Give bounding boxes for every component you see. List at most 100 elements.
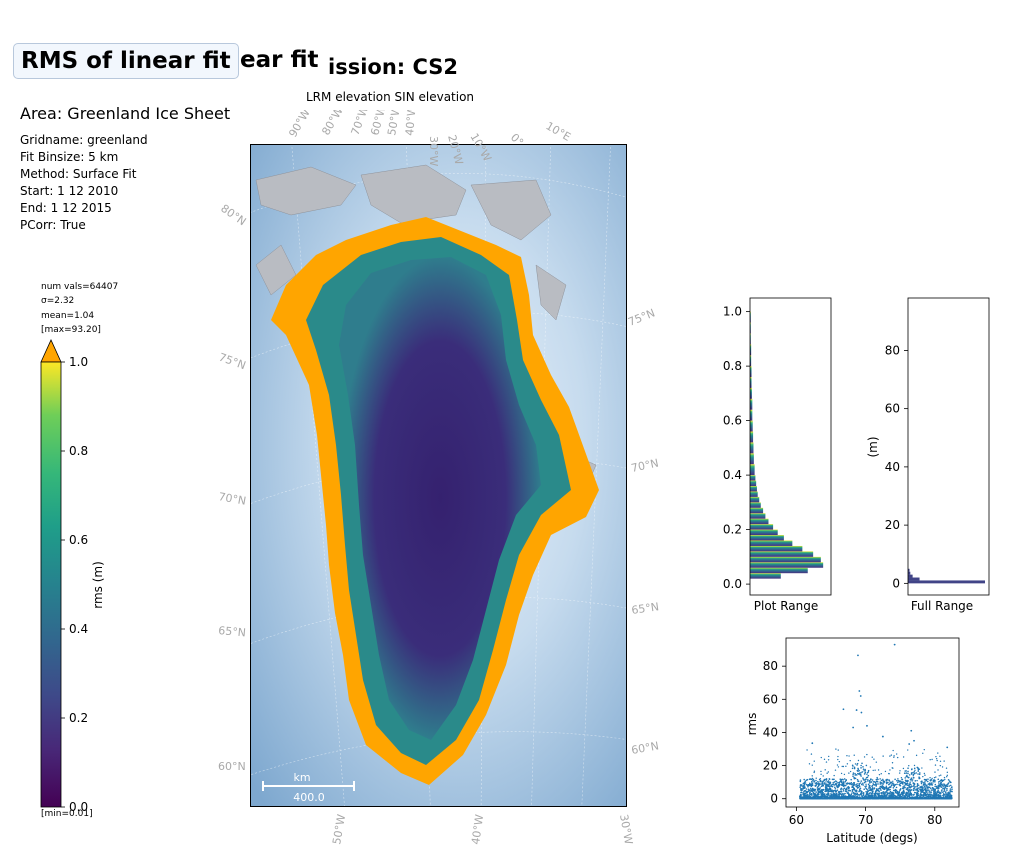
scatter-point [847, 797, 850, 800]
scatter-point [857, 772, 859, 775]
scatter-point [933, 790, 935, 793]
histogram-bar [750, 409, 753, 421]
scatter-point [826, 772, 828, 774]
scatter-point [943, 785, 946, 787]
scatter-point [874, 794, 877, 797]
scatter-point [826, 797, 829, 800]
scatter-point [854, 772, 856, 775]
scatter-point [859, 773, 861, 775]
scatter-point [811, 742, 814, 745]
scatter-point [947, 782, 950, 784]
scatter-point [949, 790, 952, 793]
scatter-point [837, 758, 839, 761]
scatter-point [889, 786, 892, 788]
scatter-point [917, 784, 919, 786]
scatter-point [896, 783, 898, 786]
scatter-point [891, 783, 893, 786]
scatter-point [867, 796, 869, 799]
scatter-point [866, 724, 868, 727]
scatter-point [834, 769, 837, 771]
scatter-point [828, 778, 831, 780]
scatter-point [820, 785, 823, 788]
scatter-point [873, 758, 875, 760]
scatter-point [861, 796, 864, 799]
scatter-point [856, 792, 859, 795]
scatter-point [896, 781, 899, 784]
scatter-point [933, 793, 936, 796]
scatter-point [808, 763, 811, 765]
scatter-point [801, 789, 803, 792]
scatter-point [862, 793, 865, 795]
scatter-point [856, 783, 858, 785]
scatter-point [911, 780, 913, 782]
histogram-tick-label: 0.2 [723, 523, 742, 537]
scatter-point [908, 793, 910, 796]
histogram-bar [750, 496, 760, 503]
colorbar-tick-label: 1.0 [69, 355, 88, 369]
colorbar-tick-label: 0.6 [69, 533, 88, 547]
scatter-point [815, 777, 817, 779]
scatter-point [916, 766, 919, 769]
scatter-point [804, 782, 807, 784]
scatter-point [841, 765, 843, 768]
scatter-point [909, 781, 911, 783]
scatter-point [912, 775, 914, 777]
scatter-point [867, 774, 870, 777]
histogram-tick-label: 80 [885, 343, 900, 357]
histogram-bar [750, 453, 754, 465]
scatter-point [833, 784, 835, 786]
colorbar-axis-label: rms (m) [91, 561, 105, 609]
scatter-point [839, 797, 842, 800]
scatter-point [809, 789, 811, 792]
scatter-point [925, 784, 927, 786]
scatter-point [814, 785, 817, 787]
scatter-point [835, 748, 837, 750]
scatter-point [856, 762, 859, 765]
scatter-point [950, 797, 953, 800]
scatter-point [804, 789, 807, 792]
histogram-bar [750, 556, 821, 563]
scatter-point [881, 794, 883, 796]
scatter-point [869, 766, 872, 768]
scatter-point [852, 797, 855, 800]
scatter-point [882, 778, 884, 781]
scatter-point [942, 794, 944, 797]
scatter-point [840, 788, 842, 790]
scatter-point [933, 788, 936, 791]
scatter-point [941, 797, 944, 800]
scatter-point [943, 783, 945, 785]
scatter-point [923, 788, 926, 791]
histogram-tick-label: 1.0 [723, 305, 742, 319]
histogram-tick-label: 0.6 [723, 414, 742, 428]
scatter-point [933, 795, 935, 798]
scatter-point [811, 780, 813, 783]
full-range-axis-label: (m) [866, 436, 880, 457]
scatter-point [844, 784, 847, 787]
scatter-point [916, 795, 919, 797]
scatter-point [929, 784, 931, 786]
scatter-point [869, 781, 871, 783]
scatter-point [851, 790, 854, 793]
scatter-point [861, 794, 863, 797]
scatter-point [869, 792, 871, 794]
histogram-tick-label: 0.8 [723, 359, 742, 373]
scatter-point [922, 752, 924, 754]
scatter-point [835, 782, 838, 785]
scatter-point [827, 755, 830, 758]
histogram-bar [750, 480, 757, 487]
scatter-point [939, 755, 941, 758]
scatter-point [838, 792, 841, 795]
scatter-point [841, 793, 844, 795]
scatter-point [894, 796, 897, 799]
scatter-x-tick-label: 80 [927, 813, 942, 827]
scatter-point [838, 782, 840, 784]
scatter-point [860, 792, 863, 795]
scatter-point [841, 784, 843, 787]
scatter-point [877, 778, 879, 781]
scatter-point [826, 788, 829, 790]
scatter-point [815, 779, 817, 782]
scatter-point [866, 776, 869, 779]
scatter-point [903, 792, 905, 795]
scatter-point [906, 791, 908, 794]
scatter-point [936, 797, 938, 799]
